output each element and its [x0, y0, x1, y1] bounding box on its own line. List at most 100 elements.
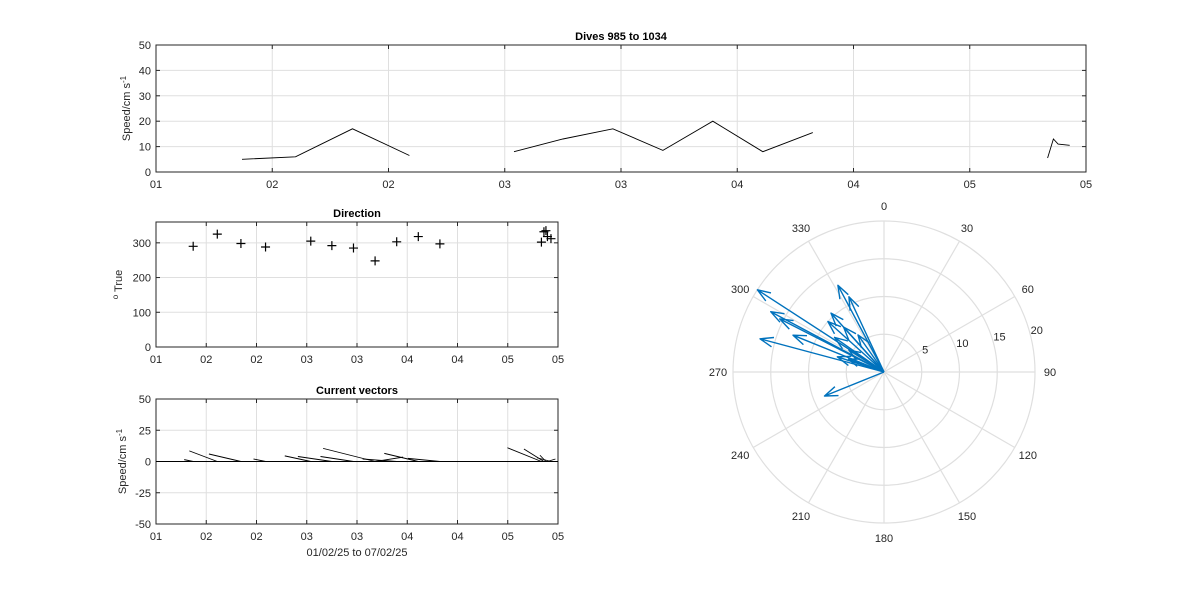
direction-point-13 — [539, 227, 549, 237]
speed-xtick-label: 05 — [1080, 179, 1092, 191]
direction-xtick-label: 05 — [552, 354, 564, 366]
current-vector-6 — [297, 456, 332, 462]
vectors-title: Current vectors — [316, 385, 398, 397]
polar-arrow-8 — [823, 371, 885, 397]
current-vector-13 — [507, 447, 542, 462]
vectors-ytick-label: 0 — [145, 457, 151, 469]
speed-xtick-label: 04 — [731, 179, 743, 191]
polar-spoke-210 — [807, 371, 885, 504]
direction-ylabel-main: True — [113, 270, 125, 295]
current-vector-9 — [375, 456, 404, 462]
vectors-xtick-label: 05 — [552, 531, 564, 543]
polar-angle-label: 90 — [1044, 367, 1056, 379]
polar-axes: 0 30 60 90 120 150 180 210 240 270 300 330 5 10 15 20 — [709, 201, 1056, 545]
speed-ytick-label: 0 — [145, 167, 151, 179]
current-vector-5 — [284, 455, 311, 462]
polar-arrow-14 — [848, 296, 885, 373]
speed-ylabel-main: Speed/cm s — [121, 83, 133, 142]
polar-angle-label: 150 — [958, 511, 976, 523]
direction-xtick-label: 03 — [351, 354, 363, 366]
polar-angle-label: 330 — [792, 223, 810, 235]
speed-xtick-label: 02 — [382, 179, 394, 191]
vectors-xtick-label: 02 — [200, 531, 212, 543]
polar-arrow-13 — [837, 284, 885, 373]
vectors-xtick-label: 03 — [301, 531, 313, 543]
direction-xtick-label: 05 — [502, 354, 514, 366]
current-vector-15 — [539, 454, 547, 462]
vectors-xtick-label: 03 — [351, 531, 363, 543]
direction-frame — [155, 221, 559, 348]
polar-angle-label: 30 — [961, 223, 973, 235]
speed-ytick-label: 20 — [139, 116, 151, 128]
polar-spoke-120 — [883, 371, 1016, 449]
polar-arrow-6 — [792, 334, 885, 373]
direction-ylabel-sup: o — [111, 294, 120, 299]
polar-arrow-16 — [827, 320, 885, 373]
polar-angle-label: 270 — [709, 367, 727, 379]
current-vector-10 — [362, 458, 397, 462]
speed-xtick-label: 05 — [964, 179, 976, 191]
polar-angle-label: 60 — [1022, 284, 1034, 296]
direction-point-10 — [413, 232, 423, 242]
direction-point-5 — [306, 236, 316, 246]
vectors-ytick-label: 50 — [139, 394, 151, 406]
vectors-xtick-label: 04 — [401, 531, 413, 543]
current-vector-17 — [536, 457, 552, 462]
vectors-xtick-label: 02 — [250, 531, 262, 543]
direction-point-11 — [435, 239, 445, 249]
direction-title: Direction — [333, 208, 381, 220]
speed-xtick-label: 03 — [499, 179, 511, 191]
direction-ytick-label: 0 — [145, 342, 151, 354]
direction-ytick-label: 300 — [133, 238, 151, 250]
current-vector-1 — [184, 459, 194, 462]
polar-radius-label: 10 — [956, 338, 968, 350]
vectors-xtick-label: 04 — [451, 531, 463, 543]
direction-xtick-label: 03 — [301, 354, 313, 366]
speed-ytick-label: 30 — [139, 91, 151, 103]
speed-line-segment-2 — [513, 120, 813, 153]
polar-angle-label: 210 — [792, 511, 810, 523]
vectors-ytick-label: 25 — [139, 425, 151, 437]
direction-point-2 — [212, 229, 222, 239]
direction-point-12 — [536, 237, 546, 247]
polar-arrow-15 — [830, 312, 885, 373]
direction-ytick-label: 200 — [133, 273, 151, 285]
polar-radius-label: 5 — [922, 344, 928, 356]
speed-ytick-label: 10 — [139, 142, 151, 154]
current-vector-4 — [253, 458, 266, 462]
direction-xtick-label: 01 — [150, 354, 162, 366]
polar-spoke-240 — [752, 371, 885, 449]
speed-ylabel: Speed/cm s-1 — [119, 75, 133, 141]
vectors-ytick-label: -50 — [135, 519, 151, 531]
current-vector-3 — [208, 453, 242, 462]
speed-frame — [155, 44, 1087, 173]
polar-spoke-300 — [752, 295, 885, 373]
speed-line-segment-3 — [1047, 138, 1070, 159]
polar-arrow-11 — [779, 318, 885, 373]
current-vector-7 — [320, 456, 354, 462]
current-vector-11 — [384, 452, 419, 462]
vectors-xtick-label: 01 — [150, 531, 162, 543]
speed-xtick-label: 04 — [847, 179, 859, 191]
speed-xtick-label: 02 — [266, 179, 278, 191]
speed-ylabel-sup: -1 — [119, 75, 128, 83]
polar-radius-label: 20 — [1031, 325, 1043, 337]
vectors-xlabel: 01/02/25 to 07/02/25 — [307, 547, 408, 559]
direction-point-7 — [348, 243, 358, 253]
current-vector-14 — [523, 448, 545, 462]
direction-ytick-label: 100 — [133, 307, 151, 319]
polar-angle-label: 0 — [881, 201, 887, 213]
direction-xtick-label: 02 — [250, 354, 262, 366]
speed-line-segment-1 — [241, 128, 410, 160]
direction-point-14 — [541, 226, 551, 236]
direction-point-1 — [188, 241, 198, 251]
current-vector-12 — [407, 457, 440, 462]
direction-point-9 — [392, 237, 402, 247]
direction-xtick-label: 02 — [200, 354, 212, 366]
vectors-ylabel-sup: -1 — [115, 428, 124, 436]
direction-point-4 — [261, 242, 271, 252]
vectors-ytick-label: -25 — [135, 488, 151, 500]
direction-xtick-label: 04 — [451, 354, 463, 366]
direction-point-3 — [236, 239, 246, 249]
speed-ytick-label: 40 — [139, 65, 151, 77]
